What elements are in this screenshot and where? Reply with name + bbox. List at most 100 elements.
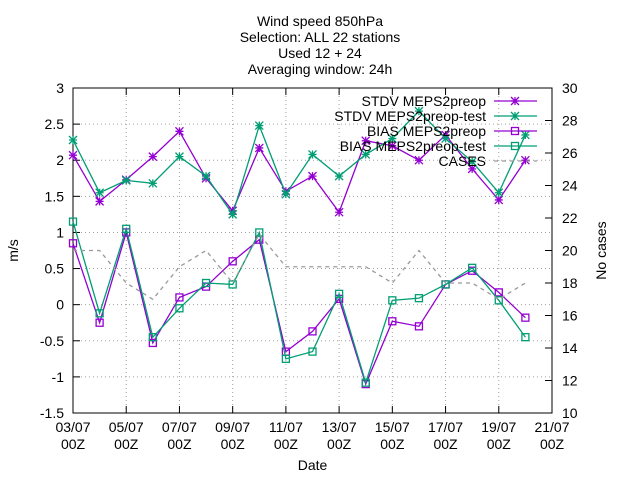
- x-tick-label: 03/07: [55, 419, 90, 435]
- data-point: [281, 354, 291, 363]
- x-tick-label: 00Z: [221, 436, 246, 452]
- y-tick-label: 1.5: [45, 188, 65, 204]
- y2-axis-ticks: 10 12 14 16 18 20 22 24 26 28 30: [545, 80, 578, 421]
- y2-tick-label: 22: [562, 210, 578, 226]
- data-point: [148, 333, 157, 342]
- data-point: [68, 217, 78, 226]
- data-point: [308, 347, 317, 356]
- y-tick-label: 2: [56, 152, 64, 168]
- data-point: [175, 293, 184, 302]
- data-point: [494, 296, 503, 305]
- data-point: [510, 96, 520, 106]
- data-point: [308, 149, 317, 159]
- data-point: [520, 130, 530, 140]
- legend-label: CASES: [439, 153, 486, 169]
- data-point: [414, 294, 424, 303]
- data-point: [510, 111, 520, 121]
- x-axis-label: Date: [298, 457, 328, 473]
- series-plot: [68, 106, 530, 389]
- y2-tick-label: 10: [562, 405, 578, 421]
- series-2: [68, 228, 530, 389]
- x-tick-label: 00Z: [327, 436, 352, 452]
- y2-tick-label: 16: [562, 308, 578, 324]
- data-point: [95, 188, 105, 198]
- data-point: [334, 171, 344, 181]
- data-point: [201, 171, 211, 181]
- x-tick-label: 00Z: [487, 436, 512, 452]
- data-point: [201, 278, 211, 288]
- data-point: [388, 296, 397, 305]
- data-point: [520, 155, 530, 165]
- data-point: [334, 207, 344, 217]
- data-point: [334, 289, 344, 298]
- x-tick-label: 09/07: [215, 419, 250, 435]
- data-point: [414, 155, 424, 165]
- x-tick-label: 00Z: [380, 436, 405, 452]
- series-line: [72, 229, 526, 386]
- data-point: [254, 121, 264, 131]
- title-line: Selection: ALL 22 stations: [240, 29, 401, 45]
- y-tick-label: -1: [52, 369, 65, 385]
- x-tick-label: 15/07: [375, 419, 410, 435]
- data-point: [387, 141, 397, 151]
- x-tick-label: 21/07: [534, 419, 569, 435]
- series-line: [72, 130, 526, 214]
- title-line: Used 12 + 24: [278, 45, 362, 61]
- y-axis-label: m/s: [5, 239, 21, 262]
- data-point: [228, 280, 237, 289]
- data-point: [228, 257, 237, 266]
- data-point: [468, 263, 477, 272]
- data-point: [228, 209, 238, 219]
- x-tick-label: 11/07: [269, 419, 303, 435]
- data-point: [95, 318, 104, 327]
- x-tick-label: 00Z: [167, 436, 192, 452]
- legend-label: STDV MEPS2preop-test: [334, 108, 486, 124]
- y2-tick-label: 12: [562, 373, 578, 389]
- data-point: [510, 141, 520, 151]
- data-point: [361, 378, 370, 387]
- y-tick-label: 1: [56, 224, 64, 240]
- x-tick-label: 13/07: [322, 419, 357, 435]
- data-point: [148, 338, 157, 348]
- y-tick-label: 3: [56, 80, 64, 96]
- series-1: [68, 106, 530, 219]
- x-tick-label: 00Z: [274, 436, 299, 452]
- data-point: [441, 280, 450, 289]
- data-point: [68, 150, 78, 160]
- y2-tick-label: 24: [562, 178, 578, 194]
- y2-tick-label: 30: [562, 80, 578, 96]
- x-tick-label: 19/07: [481, 419, 516, 435]
- data-point: [467, 157, 477, 167]
- data-point: [494, 288, 503, 297]
- data-point: [387, 134, 397, 144]
- legend-label: BIAS MEPS2preop-test: [340, 138, 486, 154]
- data-point: [441, 134, 451, 144]
- y2-tick-label: 26: [562, 145, 578, 161]
- data-point: [254, 143, 264, 153]
- data-point: [121, 175, 131, 185]
- data-point: [414, 322, 424, 331]
- x-tick-label: 05/07: [109, 419, 144, 435]
- series-line: [72, 221, 526, 385]
- x-axis-ticks: 03/0700Z05/0700Z07/0700Z09/0700Z11/0700Z…: [55, 88, 570, 452]
- x-tick-label: 17/07: [428, 419, 463, 435]
- data-point: [308, 327, 317, 336]
- data-point: [494, 188, 504, 198]
- data-point: [494, 195, 504, 205]
- data-point: [174, 126, 184, 136]
- x-tick-label: 00Z: [61, 436, 86, 452]
- x-tick-label: 07/07: [162, 419, 197, 435]
- data-point: [281, 189, 291, 199]
- data-point: [95, 196, 105, 206]
- title-line: Averaging window: 24h: [248, 61, 393, 77]
- data-point: [414, 106, 424, 116]
- data-point: [122, 224, 131, 233]
- x-tick-label: 00Z: [433, 436, 458, 452]
- series-3: [68, 217, 530, 387]
- data-point: [388, 317, 397, 326]
- data-point: [68, 239, 78, 248]
- data-point: [467, 164, 477, 174]
